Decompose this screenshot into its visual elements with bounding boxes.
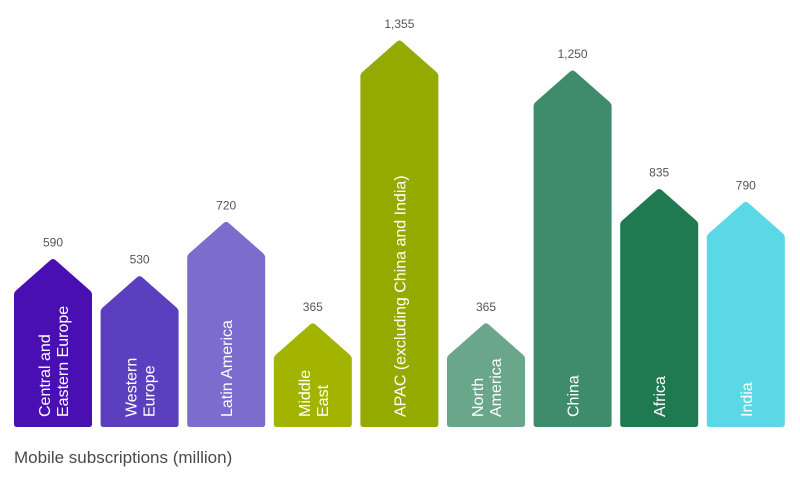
category-label: Middle East: [297, 370, 332, 417]
category-label-line: China: [566, 375, 583, 417]
data-label: 530: [130, 253, 150, 267]
category-label-line: Europe: [142, 365, 159, 417]
category-label-line: Eastern Europe: [55, 306, 72, 417]
category-label: Latin America: [219, 320, 236, 417]
data-label: 365: [303, 300, 323, 314]
data-label: 720: [216, 198, 236, 212]
data-label: 790: [736, 178, 756, 192]
category-label-line: Central and: [37, 334, 54, 417]
data-label: 590: [43, 235, 63, 249]
bar: [533, 70, 612, 428]
data-label: 1,355: [384, 17, 414, 31]
category-label-line: North: [470, 378, 487, 417]
category-label: Africa: [652, 376, 669, 417]
x-axis-label: Mobile subscriptions (million): [14, 448, 233, 467]
category-label-line: Western: [124, 358, 141, 417]
bar: [706, 201, 785, 427]
category-label: India: [739, 382, 756, 417]
category-label-line: Latin America: [219, 320, 236, 417]
category-label-line: Middle: [297, 370, 314, 417]
category-label-line: India: [739, 382, 756, 417]
category-label-line: APAC (excluding China and India): [392, 175, 409, 417]
bar: [273, 323, 352, 427]
data-label: 1,250: [558, 47, 588, 61]
bar: [100, 276, 179, 427]
bar: [360, 40, 439, 427]
category-label-line: East: [315, 384, 332, 417]
category-label-line: America: [488, 358, 505, 417]
category-label-line: Africa: [652, 376, 669, 417]
category-label: Western Europe: [124, 358, 159, 417]
data-label: 365: [476, 300, 496, 314]
bar: [447, 323, 525, 427]
data-label: 835: [649, 166, 669, 180]
category-label: Central and Eastern Europe: [37, 306, 72, 417]
category-label: APAC (excluding China and India): [392, 175, 409, 417]
bar: [187, 221, 266, 427]
category-label: China: [566, 375, 583, 417]
category-label: North America: [470, 358, 505, 417]
bar: [620, 189, 699, 427]
bar: [14, 258, 92, 427]
